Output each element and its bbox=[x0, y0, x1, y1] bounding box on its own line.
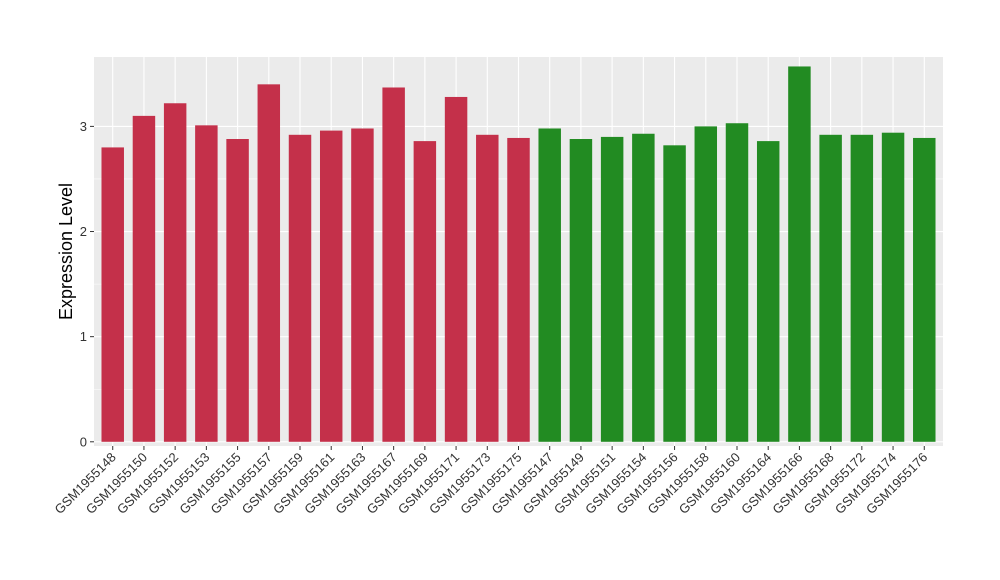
bar-gsm1955171 bbox=[444, 96, 468, 442]
bar-gsm1955147 bbox=[538, 128, 561, 442]
y-tick-label: 1 bbox=[80, 329, 87, 344]
bar-gsm1955155 bbox=[226, 139, 249, 442]
bars-group bbox=[101, 66, 936, 442]
bar-gsm1955173 bbox=[476, 134, 499, 442]
bar-gsm1955167 bbox=[382, 87, 405, 442]
bar-gsm1955157 bbox=[257, 84, 281, 442]
bar-gsm1955149 bbox=[569, 139, 593, 442]
bar-gsm1955168 bbox=[819, 134, 842, 442]
bar-gsm1955172 bbox=[850, 134, 874, 442]
bar-gsm1955154 bbox=[632, 133, 655, 442]
bar-gsm1955163 bbox=[351, 128, 374, 442]
bar-gsm1955151 bbox=[600, 136, 624, 442]
bar-gsm1955164 bbox=[756, 141, 780, 442]
y-axis-title: Expression Level bbox=[56, 183, 76, 320]
y-tick-label: 2 bbox=[80, 224, 87, 239]
bar-gsm1955156 bbox=[663, 145, 686, 442]
bar-gsm1955175 bbox=[507, 137, 530, 442]
x-axis: GSM1955148GSM1955150GSM1955152GSM1955153… bbox=[52, 446, 930, 517]
bar-gsm1955150 bbox=[132, 115, 156, 442]
bar-gsm1955169 bbox=[413, 141, 437, 442]
bar-gsm1955160 bbox=[725, 123, 749, 442]
y-tick-label: 3 bbox=[80, 119, 87, 134]
y-tick-label: 0 bbox=[80, 434, 87, 449]
bar-gsm1955161 bbox=[319, 130, 343, 442]
bar-gsm1955159 bbox=[288, 134, 312, 442]
bar-gsm1955158 bbox=[694, 126, 718, 442]
bar-gsm1955176 bbox=[913, 137, 936, 442]
bar-gsm1955152 bbox=[163, 103, 187, 442]
bar-gsm1955153 bbox=[195, 125, 218, 442]
y-axis: 0 1 2 3 bbox=[80, 119, 94, 449]
bar-gsm1955148 bbox=[101, 147, 124, 442]
bar-gsm1955174 bbox=[881, 132, 905, 442]
bar-gsm1955166 bbox=[788, 66, 811, 442]
